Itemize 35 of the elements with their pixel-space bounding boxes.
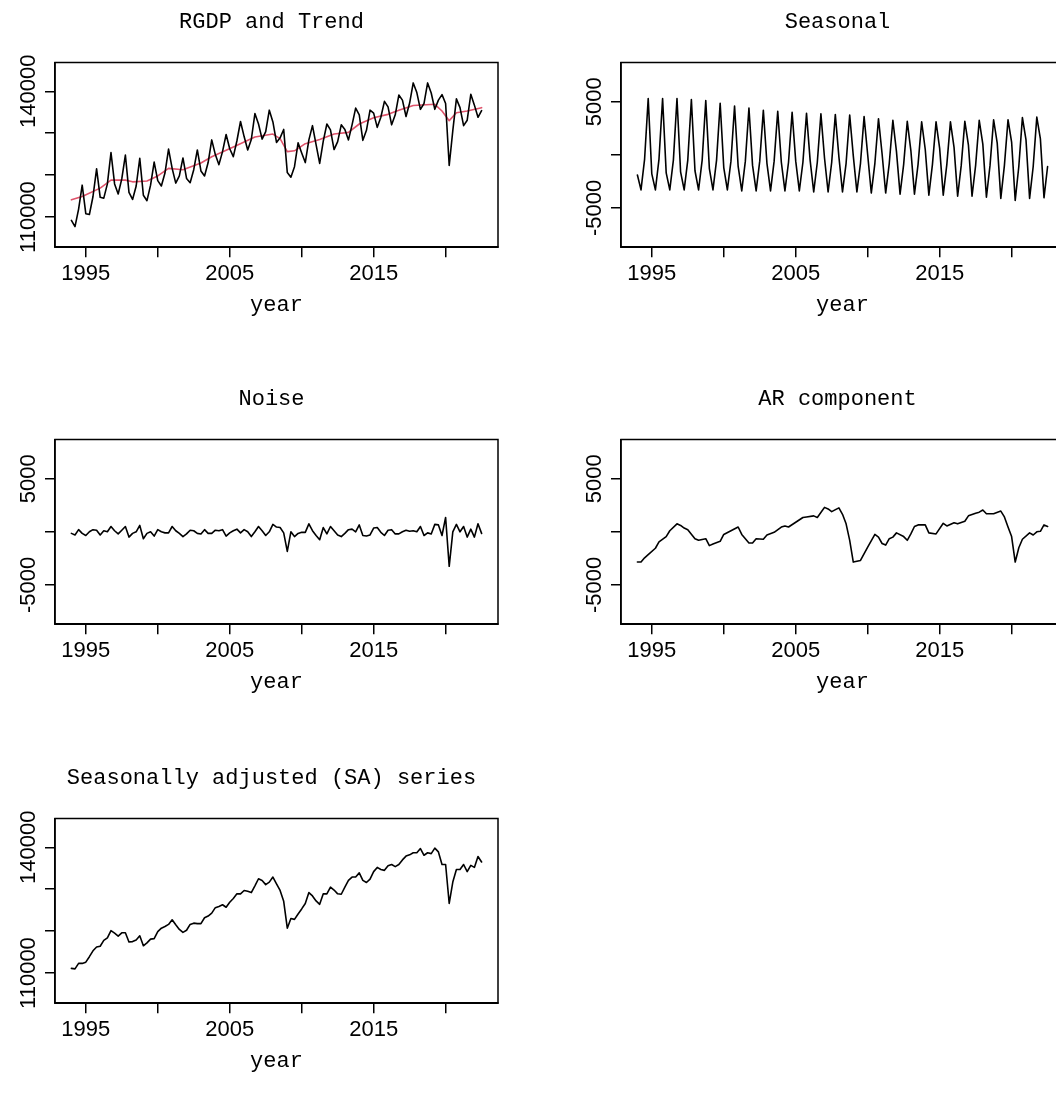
y-tick-label: 110000 bbox=[15, 181, 41, 253]
x-tick-label: 2015 bbox=[915, 637, 965, 663]
x-tick-label: 1995 bbox=[627, 637, 677, 663]
x-tick-label: 2015 bbox=[915, 260, 965, 286]
x-tick-label: 2005 bbox=[771, 637, 821, 663]
x-tick-label: 1995 bbox=[61, 260, 111, 286]
x-tick-label: 2005 bbox=[771, 260, 821, 286]
y-tick-label: 5000 bbox=[581, 77, 607, 127]
x-axis-title: year bbox=[250, 669, 303, 695]
x-axis-title: year bbox=[816, 669, 869, 695]
y-tick-label: -5000 bbox=[15, 556, 41, 614]
x-tick-label: 2015 bbox=[349, 1016, 399, 1042]
chart-title: Seasonally adjusted (SA) series bbox=[66, 766, 477, 792]
x-axis-title: year bbox=[250, 1048, 303, 1074]
y-tick-label: 5000 bbox=[581, 454, 607, 504]
y-tick-label: 140000 bbox=[15, 810, 41, 885]
y-tick-label: 140000 bbox=[15, 54, 41, 129]
x-tick-label: 2005 bbox=[205, 637, 255, 663]
x-axis-title: year bbox=[816, 292, 869, 318]
x-tick-label: 2015 bbox=[349, 637, 399, 663]
x-tick-label: 1995 bbox=[61, 1016, 111, 1042]
x-tick-label: 1995 bbox=[61, 637, 111, 663]
x-tick-label: 2015 bbox=[349, 260, 399, 286]
y-tick-label: 5000 bbox=[15, 454, 41, 504]
x-axis-title: year bbox=[250, 292, 303, 318]
y-tick-label: 110000 bbox=[15, 937, 41, 1009]
chart-title: Noise bbox=[238, 387, 305, 413]
y-tick-label: -5000 bbox=[581, 179, 607, 237]
chart-title: AR component bbox=[758, 387, 917, 413]
x-tick-label: 2005 bbox=[205, 1016, 255, 1042]
y-tick-label: -5000 bbox=[581, 556, 607, 614]
chart-title: RGDP and Trend bbox=[179, 10, 364, 36]
x-tick-label: 2005 bbox=[205, 260, 255, 286]
x-tick-label: 1995 bbox=[627, 260, 677, 286]
chart-title: Seasonal bbox=[784, 10, 891, 36]
